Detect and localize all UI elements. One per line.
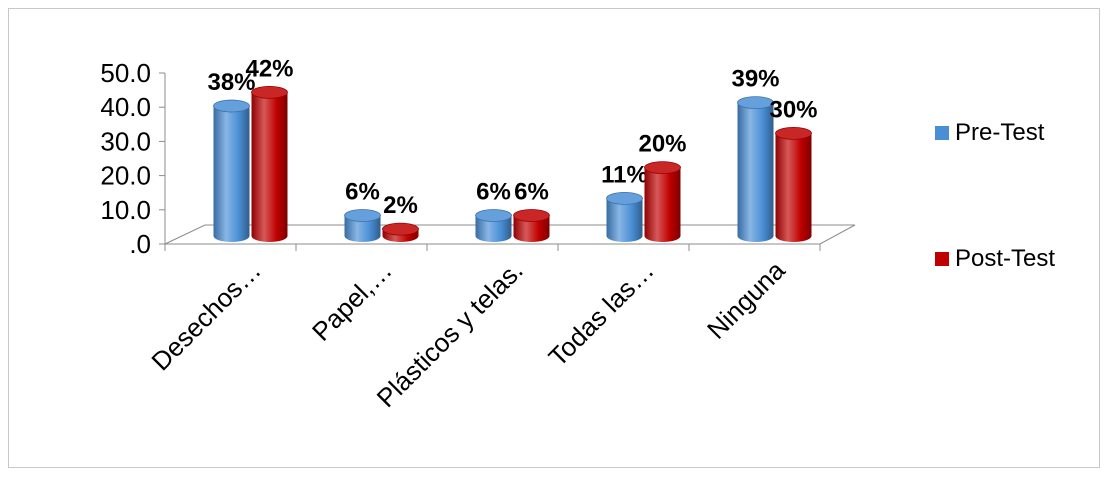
y-tick-label: .0: [129, 229, 151, 259]
legend-swatch-pre-test: [935, 126, 949, 140]
bar-body: [513, 215, 550, 243]
data-label: 30%: [769, 96, 817, 123]
bar-top: [475, 209, 512, 222]
bar-post-test-1: [382, 222, 419, 243]
x-category-label: Papel,…: [306, 255, 398, 347]
x-category-label: Ninguna: [701, 255, 791, 345]
bar-top: [344, 209, 381, 222]
bar-body: [475, 215, 512, 243]
data-label: 42%: [245, 55, 293, 82]
data-label: 6%: [514, 178, 549, 205]
bar-post-test-3: [644, 161, 681, 243]
data-label: 38%: [207, 69, 255, 96]
bar-pre-test-2: [475, 209, 512, 243]
bar-pre-test-4: [737, 96, 774, 243]
x-category-label: Desechos…: [145, 255, 266, 376]
legend-swatch-post-test: [935, 252, 949, 266]
data-label: 39%: [731, 66, 779, 93]
y-tick-label: 40.0: [100, 92, 151, 122]
bar-top: [737, 96, 774, 110]
bar-pre-test-1: [344, 209, 381, 243]
y-tick-label: 50.0: [100, 58, 151, 88]
data-label: 11%: [601, 161, 648, 188]
bar-body: [737, 102, 774, 243]
bar-pre-test-0: [213, 99, 250, 243]
bar-body: [644, 167, 681, 243]
bar-top: [251, 85, 288, 99]
x-category-label: Todas las…: [542, 255, 659, 372]
data-label: 6%: [476, 178, 511, 205]
bar-body: [251, 92, 288, 243]
bar-body: [775, 133, 812, 243]
legend-label-post-test: Post-Test: [955, 245, 1055, 272]
bar-pre-test-3: [606, 191, 643, 243]
data-label: 2%: [383, 192, 418, 219]
bar-body: [606, 198, 643, 243]
data-label: 20%: [638, 131, 686, 158]
legend-label-pre-test: Pre-Test: [955, 119, 1045, 146]
y-tick-label: 30.0: [100, 126, 151, 156]
bar-top: [644, 161, 681, 175]
bar-top: [213, 99, 250, 113]
bar-post-test-4: [775, 126, 812, 243]
bar-top: [382, 222, 419, 236]
bar-body: [213, 106, 250, 243]
bar-body: [344, 215, 381, 243]
y-tick-label: 20.0: [100, 161, 151, 191]
data-label: 6%: [345, 178, 380, 205]
bar-post-test-2: [513, 209, 550, 243]
bar-post-test-0: [251, 85, 288, 243]
bar-top: [775, 126, 812, 140]
y-tick-label: 10.0: [100, 195, 151, 225]
bar-top: [513, 209, 550, 222]
bar-top: [606, 191, 643, 205]
